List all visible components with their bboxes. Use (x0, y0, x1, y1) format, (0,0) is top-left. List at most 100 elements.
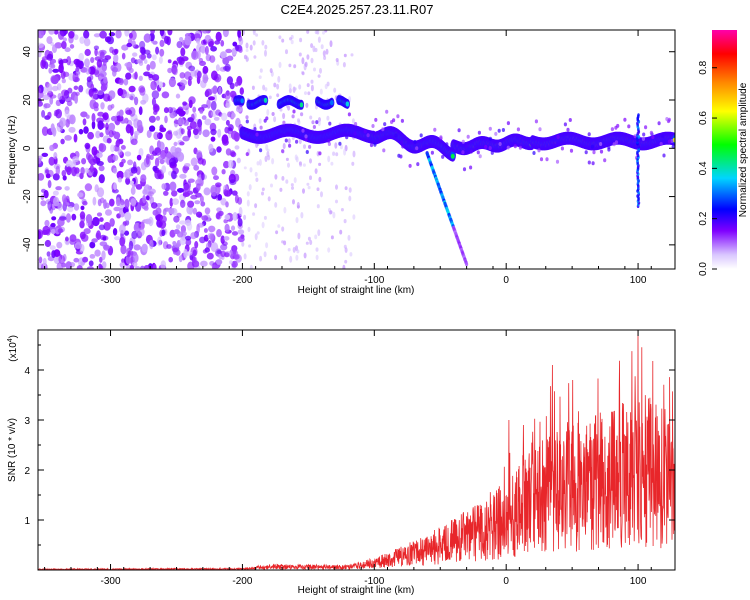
spectral-blob (238, 47, 243, 53)
spectral-blob (229, 260, 233, 265)
spectral-blob (135, 166, 141, 176)
spectral-blob (197, 157, 204, 165)
spectral-blob (97, 111, 105, 117)
spectral-blob (108, 122, 116, 132)
spectral-blob (128, 240, 134, 251)
spectral-blob (344, 186, 348, 191)
spectral-blob (120, 145, 126, 150)
spectral-blob (181, 56, 189, 62)
spectral-blob (172, 247, 179, 253)
spectral-blob (223, 91, 231, 100)
spectral-blob (288, 143, 292, 148)
spectral-blob (94, 71, 100, 78)
spectral-blob (38, 87, 42, 93)
spectral-blob (188, 65, 196, 72)
spectral-blob (124, 151, 132, 157)
spectral-blob (330, 100, 334, 106)
spectral-blob (308, 144, 312, 149)
spectral-blob (248, 244, 252, 248)
spectral-blob (348, 195, 352, 202)
spectral-blob (295, 156, 299, 163)
spectral-blob (240, 98, 244, 104)
spectral-blob (179, 173, 187, 179)
spectral-blob (484, 145, 488, 149)
y-tick-label: -40 (22, 237, 33, 252)
spectral-blob (131, 40, 136, 48)
spectral-blob (82, 256, 89, 263)
spectral-blob (317, 119, 321, 127)
spectral-blob (93, 33, 101, 38)
spectral-blob (72, 72, 79, 83)
spectral-blob (255, 132, 259, 137)
spectral-blob (50, 228, 56, 235)
spectral-blob (160, 215, 167, 223)
spectral-blob (41, 188, 46, 193)
spectral-blob (187, 78, 192, 87)
spectral-blob (126, 247, 131, 258)
spectral-blob (215, 259, 223, 265)
spectral-blob (112, 228, 118, 236)
spectral-blob (518, 145, 523, 150)
spectral-blob (159, 39, 165, 48)
spectral-blob (413, 139, 417, 144)
spectral-blob (154, 169, 162, 180)
spectral-blob (182, 101, 188, 106)
spectral-blob (204, 207, 211, 215)
y-tick-label: 3 (24, 416, 30, 427)
x-tick-label: -300 (101, 576, 121, 587)
spectral-blob (309, 158, 312, 164)
spectral-blob (73, 34, 79, 41)
spectral-blob (182, 135, 190, 142)
spectral-blob (69, 44, 75, 49)
spectral-blob (128, 180, 134, 185)
spectral-blob (167, 106, 173, 114)
spectral-blob (53, 152, 58, 160)
spectral-blob (464, 144, 468, 149)
spectral-blob (51, 85, 59, 92)
spectral-blob (285, 157, 289, 161)
spectral-blob (66, 100, 73, 107)
spectral-blob (103, 244, 110, 251)
spectral-blob (61, 170, 67, 177)
spectral-blob (191, 50, 199, 60)
spectral-blob (155, 115, 161, 121)
spectral-blob (190, 157, 198, 167)
spectral-blob (57, 30, 65, 40)
spectral-blob (335, 199, 338, 204)
spectral-blob (478, 154, 482, 159)
spectral-blob (130, 30, 137, 41)
spectral-blob (65, 261, 72, 269)
spectral-blob (208, 40, 214, 47)
spectral-blob (71, 213, 77, 221)
spectral-blob (344, 259, 348, 264)
spectral-blob (46, 53, 54, 61)
spectral-blob (186, 222, 193, 231)
spectral-blob (326, 115, 330, 121)
y-tick-label: -20 (22, 189, 33, 204)
spectral-blob (99, 30, 107, 39)
spectral-blob (92, 216, 100, 227)
spectral-blob (64, 109, 70, 118)
spectral-blob (335, 184, 338, 190)
spectral-blob (186, 190, 194, 195)
spectral-blob (60, 138, 65, 145)
spectral-blob (335, 58, 339, 62)
spectral-blob (204, 247, 210, 253)
spectral-blob (265, 242, 269, 249)
spectral-blob (237, 229, 245, 235)
spectral-blob (249, 264, 253, 269)
spectral-blob (319, 67, 322, 74)
spectral-blob (128, 85, 136, 93)
spectral-blob (96, 89, 104, 96)
spectral-blob (152, 40, 158, 45)
spectral-blob (274, 202, 278, 208)
y-tick-label: 1 (24, 516, 30, 527)
spectral-blob (261, 40, 265, 46)
spectral-blob (51, 216, 57, 221)
spectral-blob (335, 152, 339, 157)
spectral-blob (55, 186, 62, 191)
spectral-blob (545, 157, 549, 162)
spectral-blob (245, 119, 249, 124)
spectral-blob (353, 131, 357, 136)
spectral-blob (210, 136, 216, 142)
